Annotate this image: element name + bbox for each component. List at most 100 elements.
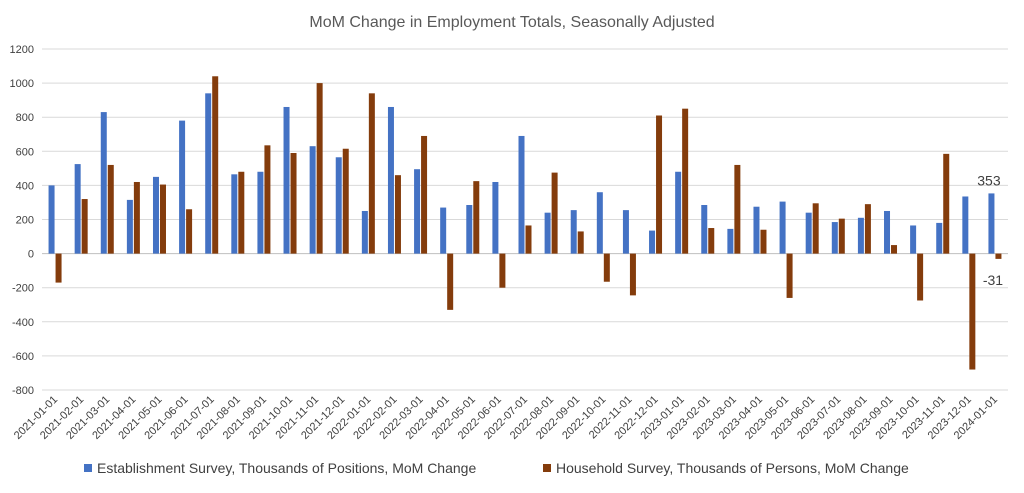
bar-establishment [466,205,473,254]
annotations: 353 -31 [977,172,1003,287]
bar-household [734,164,741,254]
bar-establishment [152,176,159,254]
y-tick-label: 400 [16,180,34,192]
y-tick-label: -600 [12,351,34,363]
bar-household [238,171,245,254]
bar-household [264,145,271,254]
bar-establishment [231,174,238,254]
bar-establishment [414,169,421,254]
legend-swatch-establishment [84,464,92,472]
y-tick-label: -800 [12,385,34,397]
bar-establishment [910,225,917,254]
bar-household [629,253,636,296]
bar-household [473,181,480,254]
bar-establishment [335,157,342,254]
bar-household [81,199,88,254]
bar-establishment [440,207,447,254]
bar-household [577,231,584,254]
bar-household [838,218,845,254]
y-tick-label: 200 [16,215,34,227]
bar-establishment [884,210,891,254]
bar-household [969,253,976,370]
bar-household [368,93,375,254]
bar-household [760,229,767,254]
chart-title: MoM Change in Employment Totals, Seasona… [309,14,714,31]
bar-establishment [100,112,107,254]
bar-establishment [544,212,551,254]
legend-label-household: Household Survey, Thousands of Persons, … [556,460,909,476]
bar-household [499,253,506,288]
legend-label-establishment: Establishment Survey, Thousands of Posit… [97,460,476,476]
annotation-establishment: 353 [977,172,1001,188]
bar-household [708,228,715,254]
bars [48,76,1002,370]
bar-establishment [675,171,682,254]
bar-household [316,83,323,254]
bar-household [447,253,454,310]
bar-household [342,148,349,254]
bar-household [55,253,62,283]
bar-establishment [622,210,629,254]
y-tick-label: 1200 [10,44,34,56]
bar-household [394,175,401,254]
bar-household [421,135,428,254]
bar-establishment [205,93,212,254]
y-tick-label: 0 [28,249,34,261]
bar-establishment [988,193,995,254]
bar-household [891,245,898,254]
bar-establishment [936,222,943,254]
y-tick-label: 600 [16,146,34,158]
bar-establishment [570,210,577,254]
gridlines [42,48,1008,391]
bar-establishment [387,106,394,254]
bar-household [995,253,1002,259]
bar-establishment [74,164,81,254]
bar-establishment [831,222,838,254]
bar-household [186,209,193,254]
bar-household [551,172,558,254]
bar-establishment [283,106,290,254]
bar-establishment [649,230,656,254]
bar-establishment [805,212,812,254]
bar-establishment [753,206,760,254]
bar-establishment [309,146,316,254]
bar-household [917,253,924,301]
bar-household [525,225,532,254]
bar-establishment [727,228,734,254]
bar-establishment [701,205,708,254]
bar-household [290,153,297,254]
bar-establishment [596,192,603,254]
bar-establishment [779,201,786,254]
bar-household [603,253,610,282]
bar-establishment [126,199,133,254]
bar-establishment [492,181,499,254]
bar-household [133,181,140,254]
bar-household [943,153,950,254]
y-tick-label: -200 [12,283,34,295]
bar-household [107,164,114,254]
bar-household [682,108,689,254]
bar-household [864,204,871,254]
bar-establishment [179,120,186,254]
bar-establishment [257,171,264,254]
legend: Establishment Survey, Thousands of Posit… [84,460,909,476]
annotation-household: -31 [983,272,1003,288]
bar-establishment [361,210,368,254]
legend-swatch-household [543,464,551,472]
bar-establishment [857,217,864,254]
bar-household [159,184,166,254]
bar-household [786,253,793,298]
bar-establishment [48,185,55,254]
y-tick-label: -400 [12,317,34,329]
bar-household [212,76,219,254]
bar-establishment [518,135,525,254]
bar-household [656,115,663,254]
y-axis: 1200 1000 800 600 400 200 0 -200 -400 -600 -800 [10,44,34,397]
y-tick-label: 1000 [10,78,34,90]
bar-establishment [962,196,969,254]
x-axis: 2021-01-012021-02-012021-03-012021-04-01… [12,394,1000,442]
y-tick-label: 800 [16,112,34,124]
bar-household [812,203,819,254]
